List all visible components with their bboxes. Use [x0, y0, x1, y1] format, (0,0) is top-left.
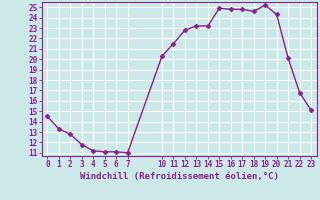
X-axis label: Windchill (Refroidissement éolien,°C): Windchill (Refroidissement éolien,°C) — [80, 172, 279, 181]
